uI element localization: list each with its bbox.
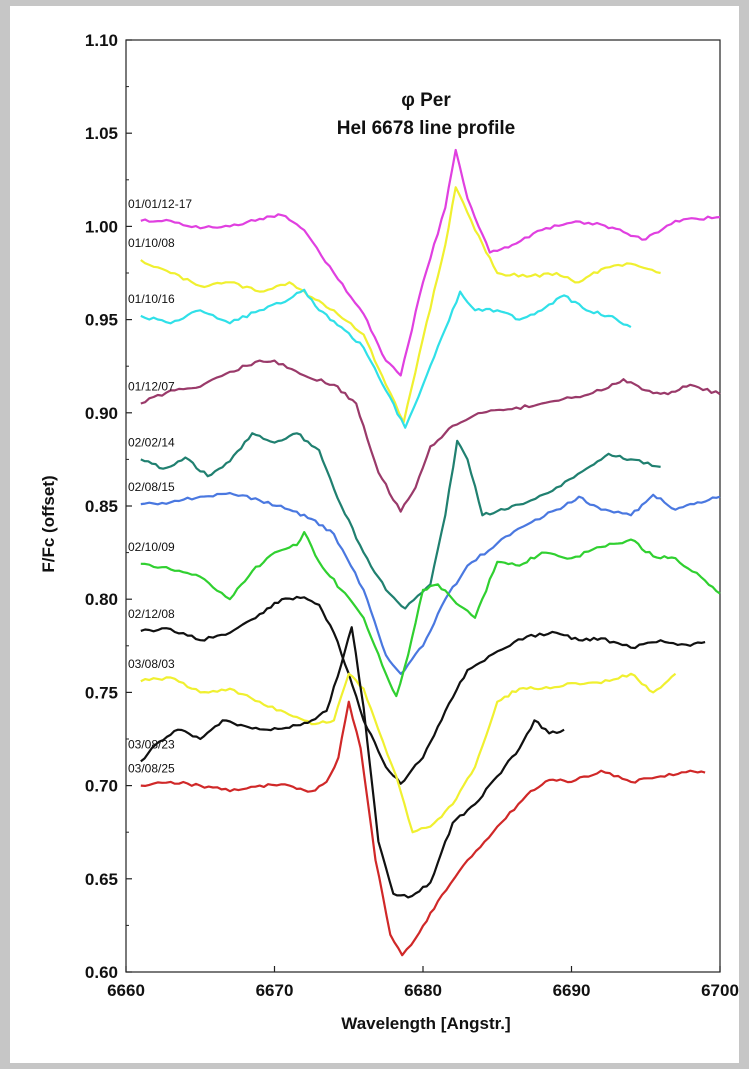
series-line [140, 359, 721, 513]
series-layer [140, 148, 721, 957]
x-tick-label: 6660 [107, 981, 145, 1000]
series-label: 01/10/16 [128, 292, 175, 306]
y-tick-label: 0.95 [85, 311, 118, 330]
y-tick-label: 1.00 [85, 217, 118, 236]
chart-frame: 01/01/12-17 01/10/08 01/10/16 01/12/07 02/02… [10, 6, 739, 1063]
series-line [140, 148, 721, 377]
plot-border [125, 39, 721, 973]
series-label: 02/08/15 [128, 480, 175, 494]
y-tick-label: 0.80 [85, 590, 118, 609]
x-axis-title: Wavelength [Angstr.] [341, 1014, 510, 1033]
y-tick-label: 0.70 [85, 777, 118, 796]
y-axis-title: F/Fc (offset) [39, 475, 58, 572]
series-line [140, 186, 661, 424]
y-tick-label: 0.90 [85, 404, 118, 423]
series-line [140, 626, 565, 899]
axis-layer: 0.60 0.65 0.70 0.75 0.80 0.85 0.90 0.95 1.00 1.05… [85, 31, 739, 1000]
series-line [140, 700, 706, 957]
y-tick-label: 0.65 [85, 870, 118, 889]
chart-subtitle: HeI 6678 line profile [337, 118, 515, 139]
series-label: 02/02/14 [128, 435, 175, 449]
y-tick-label: 0.85 [85, 497, 118, 516]
x-tick-label: 6680 [404, 981, 442, 1000]
series-label: 03/08/25 [128, 762, 175, 776]
series-label: 01/12/07 [128, 379, 175, 393]
series-label: 03/08/23 [128, 737, 175, 751]
series-line [140, 491, 721, 675]
y-tick-label: 1.10 [85, 31, 118, 50]
series-label-layer: 01/01/12-17 01/10/08 01/10/16 01/12/07 02/02… [128, 197, 192, 776]
series-label: 02/12/08 [128, 607, 175, 621]
series-label: 02/10/09 [128, 540, 175, 554]
series-line [140, 432, 661, 610]
series-label: 01/10/08 [128, 236, 175, 250]
y-tick-label: 0.60 [85, 963, 118, 982]
series-label: 03/08/03 [128, 657, 175, 671]
series-line [140, 531, 721, 698]
y-tick-label: 1.05 [85, 124, 118, 143]
x-tick-label: 6670 [256, 981, 294, 1000]
x-tick-label: 6690 [553, 981, 591, 1000]
series-line [140, 595, 706, 785]
plot-area [125, 39, 721, 973]
y-tick-label: 0.75 [85, 683, 118, 702]
series-line [140, 288, 632, 429]
series-label: 01/01/12-17 [128, 197, 192, 211]
line-chart: 01/01/12-17 01/10/08 01/10/16 01/12/07 02/02… [39, 31, 739, 1033]
x-tick-label: 6700 [701, 981, 739, 1000]
series-line [140, 672, 677, 834]
chart-title: φ Per [401, 90, 451, 111]
